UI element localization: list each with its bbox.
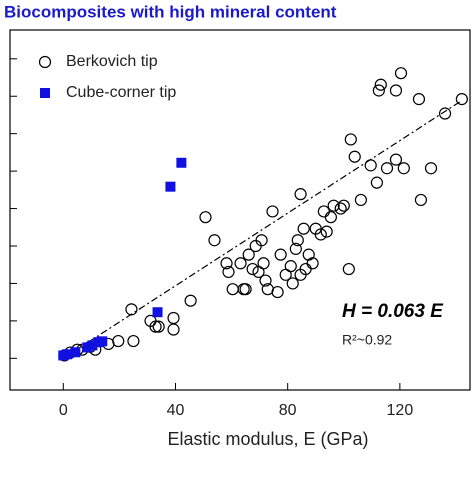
circle-marker [167, 323, 180, 336]
circle-marker [242, 248, 255, 261]
circle-marker [364, 159, 377, 172]
circle-marker [344, 133, 357, 146]
circle-marker [334, 202, 347, 215]
square-marker [82, 342, 93, 353]
circle-marker [184, 294, 197, 307]
circle-marker [297, 222, 310, 235]
circle-marker [127, 334, 140, 348]
circle-marker [226, 283, 239, 296]
plot-frame [9, 29, 471, 391]
circle-marker [320, 225, 333, 238]
circle-marker [291, 234, 304, 247]
circle-marker [412, 93, 426, 106]
circle-marker [455, 93, 468, 106]
fit-line [62, 100, 462, 359]
fit-equation: H = 0.063 E [342, 301, 444, 322]
circle-marker [374, 78, 387, 91]
circle-marker [389, 153, 403, 166]
circle-marker [167, 311, 180, 325]
circle-marker [284, 260, 297, 273]
circle-marker [354, 193, 367, 207]
circle-marker [222, 265, 235, 279]
square-marker [62, 349, 73, 360]
circle-marker [389, 84, 403, 97]
circle-marker [438, 107, 452, 120]
circle-marker [424, 162, 438, 175]
circle-marker [342, 262, 355, 276]
circle-marker [286, 277, 299, 290]
legend-label: Berkovich tip [66, 53, 158, 70]
circle-marker [257, 257, 270, 270]
circle-marker [327, 199, 340, 212]
circle-marker [289, 242, 302, 255]
circle-marker [239, 283, 252, 296]
x-axis-label: Elastic modulus, E (GPa) [167, 429, 368, 449]
square-marker [70, 347, 81, 358]
square-marker [176, 157, 187, 168]
circle-marker [234, 257, 247, 270]
circle-marker [337, 199, 350, 212]
legend-marker [40, 88, 50, 98]
circle-marker [266, 205, 279, 218]
circle-marker [370, 176, 383, 189]
circle-marker [394, 67, 408, 80]
circle-marker [380, 162, 394, 175]
circle-marker [199, 211, 212, 224]
circle-marker [324, 211, 337, 224]
circle-marker [397, 162, 410, 175]
circle-marker [274, 248, 287, 261]
circle-marker [249, 239, 262, 253]
circle-marker [372, 84, 385, 97]
circle-marker [152, 320, 165, 333]
circle-marker [414, 193, 428, 207]
circle-marker [317, 205, 330, 218]
x-tick-label: 40 [167, 402, 185, 419]
fit-r2: R²~0.92 [342, 332, 392, 348]
circle-marker [125, 303, 138, 316]
square-marker [165, 181, 176, 192]
circle-marker [208, 234, 221, 247]
x-tick-label: 120 [387, 402, 414, 419]
circle-marker [306, 257, 319, 270]
legend-marker [38, 55, 52, 69]
circle-marker [302, 248, 315, 261]
x-tick-label: 80 [279, 402, 297, 419]
square-marker [97, 336, 108, 347]
circle-marker [112, 334, 125, 348]
square-marker [87, 340, 98, 351]
square-marker [152, 307, 163, 318]
circle-marker [348, 150, 361, 163]
circle-marker [220, 257, 233, 270]
chart-title: Biocomposites with high mineral content [4, 2, 337, 21]
circle-marker [271, 285, 284, 299]
circle-marker [259, 274, 272, 287]
x-tick-label: 0 [59, 402, 68, 419]
circle-marker [246, 262, 259, 276]
circle-marker [294, 188, 307, 201]
circle-marker [314, 228, 327, 241]
legend-label: Cube-corner tip [66, 84, 176, 101]
circle-marker [255, 234, 268, 247]
circle-marker [149, 320, 162, 333]
